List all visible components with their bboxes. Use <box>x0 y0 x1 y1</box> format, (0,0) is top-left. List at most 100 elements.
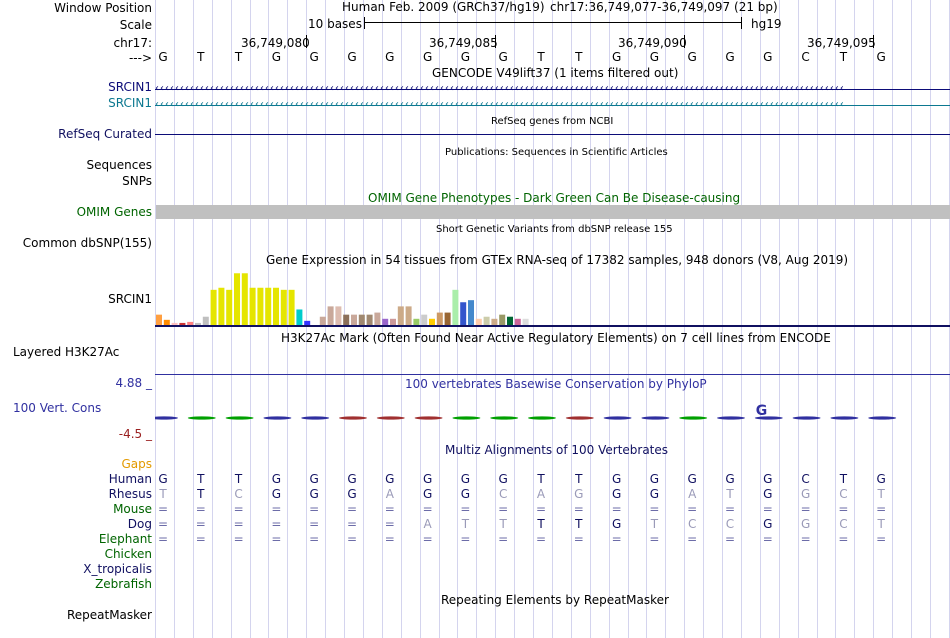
dbsnp-label[interactable]: Common dbSNP(155) <box>22 236 152 250</box>
alignment-base-human: C <box>801 472 810 486</box>
species-zebrafish-label[interactable]: Zebrafish <box>95 577 152 591</box>
h3k27ac-label[interactable]: Layered H3K27Ac <box>13 345 120 359</box>
gtex-tissue-bar[interactable] <box>444 312 451 325</box>
gtex-tissue-bar[interactable] <box>179 322 186 325</box>
species-human-label[interactable]: Human <box>108 472 152 486</box>
alignment-base-human: G <box>498 472 508 486</box>
repeatmasker-label[interactable]: RepeatMasker <box>66 608 152 622</box>
species-xtropicalis-label[interactable]: X_tropicalis <box>83 562 152 576</box>
gencode-gene2-label[interactable]: SRCIN1 <box>108 96 152 110</box>
gencode-gene1-label[interactable]: SRCIN1 <box>108 80 152 94</box>
gtex-tissue-bar[interactable] <box>358 314 365 325</box>
scale-bar-left-tick <box>364 17 365 29</box>
track-area[interactable]: Human Feb. 2009 (GRCh37/hg19) chr17:36,7… <box>155 0 950 638</box>
gtex-tissue-bar[interactable] <box>390 318 396 325</box>
gtex-tissue-bar[interactable] <box>241 273 248 325</box>
gtex-tissue-bar[interactable] <box>156 314 162 325</box>
conservation-glyph <box>792 416 821 420</box>
alignment-base-human: G <box>271 472 282 486</box>
gtex-tissue-bar[interactable] <box>436 312 443 325</box>
gtex-tissue-bar[interactable] <box>187 321 194 325</box>
gtex-tissue-bar[interactable] <box>522 318 529 325</box>
gtex-tissue-bar[interactable] <box>413 318 420 325</box>
gtex-tissue-bar[interactable] <box>343 314 350 325</box>
gtex-tissue-bar[interactable] <box>460 302 467 325</box>
gtex-tissue-bar[interactable] <box>452 289 459 325</box>
gtex-tissue-bar[interactable] <box>226 289 233 325</box>
sequences-label[interactable]: Sequences <box>86 158 152 172</box>
gtex-tissue-bar[interactable] <box>491 318 498 325</box>
gtex-gene-label[interactable]: SRCIN1 <box>108 292 152 306</box>
base-letter: T <box>197 50 205 64</box>
base-grid-line <box>873 0 875 638</box>
base-grid-line <box>533 0 534 638</box>
gtex-tissue-bar[interactable] <box>483 316 490 325</box>
gtex-tissue-bar[interactable] <box>374 312 381 325</box>
gtex-tissue-bar[interactable] <box>327 306 334 325</box>
alignment-base-elephant: = <box>346 532 358 546</box>
gtex-tissue-bar[interactable] <box>296 309 303 325</box>
alignment-base-dog: T <box>499 517 507 531</box>
gtex-tissue-bar[interactable] <box>514 318 521 325</box>
gtex-baseline <box>155 325 950 327</box>
gtex-tissue-bar[interactable] <box>280 289 287 325</box>
gtex-tissue-bar[interactable] <box>421 314 428 325</box>
alignment-base-mouse: = <box>762 502 773 516</box>
species-dog-label[interactable]: Dog <box>127 517 152 531</box>
base-grid-line <box>854 0 856 638</box>
cons-label[interactable]: 100 Vert. Cons <box>13 401 102 415</box>
alignment-base-dog: = <box>309 517 320 531</box>
gtex-tissue-bar[interactable] <box>507 316 513 325</box>
gtex-tissue-bar[interactable] <box>210 289 217 325</box>
gtex-tissue-bar[interactable] <box>249 287 256 325</box>
gtex-tissue-bar[interactable] <box>335 306 342 325</box>
gtex-tissue-bar[interactable] <box>163 319 170 325</box>
gtex-tissue-bar[interactable] <box>382 318 389 325</box>
coord-label-1: 36,749,080 <box>241 36 310 50</box>
gtex-tissue-bar[interactable] <box>499 314 506 325</box>
coord-label-2: 36,749,085 <box>429 36 498 50</box>
omim-label[interactable]: OMIM Genes <box>76 205 152 219</box>
base-grid-line <box>778 0 780 638</box>
alignment-base-elephant: = <box>800 532 811 546</box>
gencode-gene2-feature[interactable]: ‹‹‹‹‹‹‹‹‹‹‹‹‹‹‹‹‹‹‹‹‹‹‹‹‹‹‹‹‹‹‹‹‹‹‹‹‹‹‹‹… <box>155 99 950 110</box>
species-mouse-label[interactable]: Mouse <box>113 502 152 516</box>
gtex-tissue-bar[interactable] <box>304 320 311 325</box>
gtex-tissue-bar[interactable] <box>468 300 474 325</box>
refseq-feature[interactable] <box>155 134 950 135</box>
gtex-tissue-bar[interactable] <box>475 318 482 325</box>
species-chicken-label[interactable]: Chicken <box>104 547 152 561</box>
gtex-tissue-bar[interactable] <box>257 287 264 325</box>
alignment-base-elephant: = <box>309 532 320 546</box>
refseq-label[interactable]: RefSeq Curated <box>58 127 152 141</box>
gtex-tissue-bar[interactable] <box>195 322 201 325</box>
gtex-tissue-bar[interactable] <box>218 287 225 325</box>
gtex-bars[interactable] <box>155 265 950 329</box>
gtex-tissue-bar[interactable] <box>319 316 326 325</box>
gtex-tissue-bar[interactable] <box>265 287 272 325</box>
gtex-tissue-bar[interactable] <box>288 289 295 325</box>
gtex-tissue-bar[interactable] <box>397 306 404 325</box>
omim-gene-bar[interactable] <box>156 205 950 219</box>
base-letter: G <box>498 50 508 64</box>
species-rhesus-label[interactable]: Rhesus <box>108 487 152 501</box>
gaps-label[interactable]: Gaps <box>121 457 152 471</box>
gtex-tissue-bar[interactable] <box>234 273 240 325</box>
gtex-tissue-bar[interactable] <box>366 314 373 325</box>
gtex-tissue-bar[interactable] <box>273 287 279 325</box>
conservation-logo[interactable]: G <box>155 400 950 430</box>
h3k27ac-title: H3K27Ac Mark (Often Found Near Active Re… <box>281 331 831 345</box>
gtex-tissue-bar[interactable] <box>351 314 357 325</box>
gtex-tissue-bar[interactable] <box>429 318 435 325</box>
gtex-tissue-bar[interactable] <box>405 306 412 325</box>
species-elephant-label[interactable]: Elephant <box>98 532 152 546</box>
conservation-peak-letter: G <box>756 403 768 419</box>
conservation-glyph <box>868 416 897 420</box>
gtex-tissue-bar[interactable] <box>202 316 209 325</box>
gtex-tissue-bar[interactable] <box>171 322 178 325</box>
base-grid-line <box>930 0 931 638</box>
alignment-base-mouse: = <box>611 502 622 516</box>
alignment-base-mouse: = <box>687 502 698 516</box>
snps-label[interactable]: SNPs <box>122 174 152 188</box>
gencode-gene1-feature[interactable]: ‹‹‹‹‹‹‹‹‹‹‹‹‹‹‹‹‹‹‹‹‹‹‹‹‹‹‹‹‹‹‹‹‹‹‹‹‹‹‹‹… <box>155 83 950 94</box>
